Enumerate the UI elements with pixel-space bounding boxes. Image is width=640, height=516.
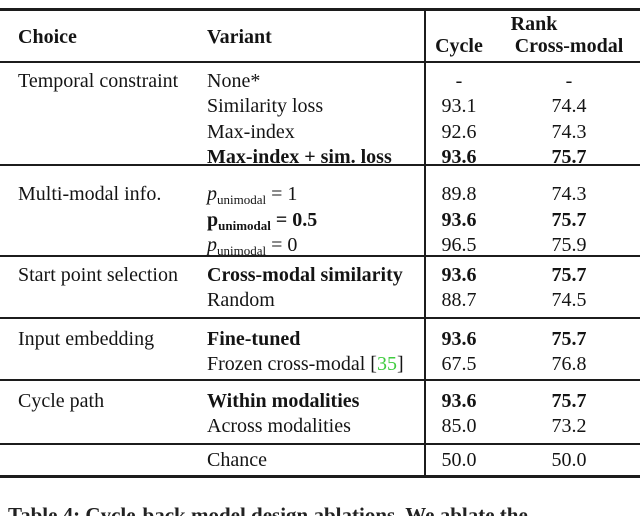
rank-crossmodal-value: 74.4 <box>551 95 587 117</box>
table-rule-section-3 <box>0 317 640 319</box>
table-rule-header <box>0 61 640 63</box>
math-symbol: p <box>207 209 219 231</box>
rank-crossmodal-value: 75.7 <box>551 328 587 350</box>
rank-crossmodal-value: 75.7 <box>551 146 587 168</box>
variant-cell: Max-index <box>207 121 295 143</box>
choice-label: Multi-modal info. <box>18 183 162 205</box>
rank-cycle-value: 93.6 <box>441 146 477 168</box>
rank-crossmodal-value: 75.7 <box>551 264 587 286</box>
choice-label: Start point selection <box>18 264 178 286</box>
math-symbol: p <box>207 234 217 256</box>
math-subscript: unimodal <box>218 218 271 233</box>
header-crossmodal: Cross-modal <box>514 35 624 57</box>
variant-cell: punimodal = 0.5 <box>207 209 318 233</box>
rank-crossmodal-value: 73.2 <box>551 415 587 437</box>
table-rule-section-1 <box>0 164 640 166</box>
rank-cycle-value: 93.6 <box>441 390 477 412</box>
table-caption-partial: Table 4: Cycle-back model design ablatio… <box>8 503 528 516</box>
citation-number: 35 <box>376 353 397 375</box>
choice-label: Temporal constraint <box>18 70 179 92</box>
table-rule-bottom <box>0 475 640 478</box>
variant-cell: Similarity loss <box>207 95 324 117</box>
rank-crossmodal-value: 50.0 <box>551 449 587 471</box>
rank-cycle-value: 96.5 <box>441 234 477 256</box>
header-rank-group: Rank <box>510 13 558 35</box>
rank-crossmodal-value: 74.3 <box>551 183 587 205</box>
rank-crossmodal-value: 75.7 <box>551 209 587 231</box>
math-subscript: unimodal <box>217 243 267 258</box>
rank-cycle-value: 89.8 <box>441 183 477 205</box>
variant-cell: Cross-modal similarity <box>207 264 403 286</box>
rank-cycle-value: 93.6 <box>441 264 477 286</box>
math-symbol: p <box>207 183 217 205</box>
rank-crossmodal-value: 76.8 <box>551 353 587 375</box>
rank-cycle-value: 67.5 <box>441 353 477 375</box>
variant-cell: Fine-tuned <box>207 328 301 350</box>
rank-crossmodal-value: 74.3 <box>551 121 587 143</box>
table-rule-section-4 <box>0 379 640 381</box>
variant-cell: Within modalities <box>207 390 360 412</box>
rank-crossmodal-value: - <box>565 70 573 92</box>
variant-cell: Chance <box>207 449 267 471</box>
rank-cycle-value: 92.6 <box>441 121 477 143</box>
variant-cell: punimodal = 1 <box>207 183 298 207</box>
variant-cell: punimodal = 0 <box>207 234 298 258</box>
column-divider-rule <box>424 10 426 475</box>
variant-cell: Frozen cross-modal [35] <box>207 353 404 375</box>
variant-cell: Max-index + sim. loss <box>207 146 392 168</box>
rank-cycle-value: 93.6 <box>441 328 477 350</box>
rank-crossmodal-value: 74.5 <box>551 289 587 311</box>
table-rule-section-2 <box>0 255 640 257</box>
rank-cycle-value: 93.6 <box>441 209 477 231</box>
rank-crossmodal-value: 75.9 <box>551 234 587 256</box>
choice-label: Input embedding <box>18 328 155 350</box>
variant-cell: Random <box>207 289 275 311</box>
rank-cycle-value: 88.7 <box>441 289 477 311</box>
rank-cycle-value: 50.0 <box>441 449 477 471</box>
table-rule-top <box>0 8 640 11</box>
table-rule-section-5 <box>0 443 640 445</box>
rank-cycle-value: - <box>455 70 463 92</box>
choice-label: Cycle path <box>18 390 105 412</box>
rank-cycle-value: 85.0 <box>441 415 477 437</box>
header-cycle: Cycle <box>435 35 483 57</box>
header-choice: Choice <box>18 26 77 48</box>
math-subscript: unimodal <box>217 192 267 207</box>
variant-cell: None* <box>207 70 261 92</box>
header-variant: Variant <box>207 26 272 48</box>
rank-crossmodal-value: 75.7 <box>551 390 587 412</box>
variant-cell: Across modalities <box>207 415 351 437</box>
rank-cycle-value: 93.1 <box>441 95 477 117</box>
